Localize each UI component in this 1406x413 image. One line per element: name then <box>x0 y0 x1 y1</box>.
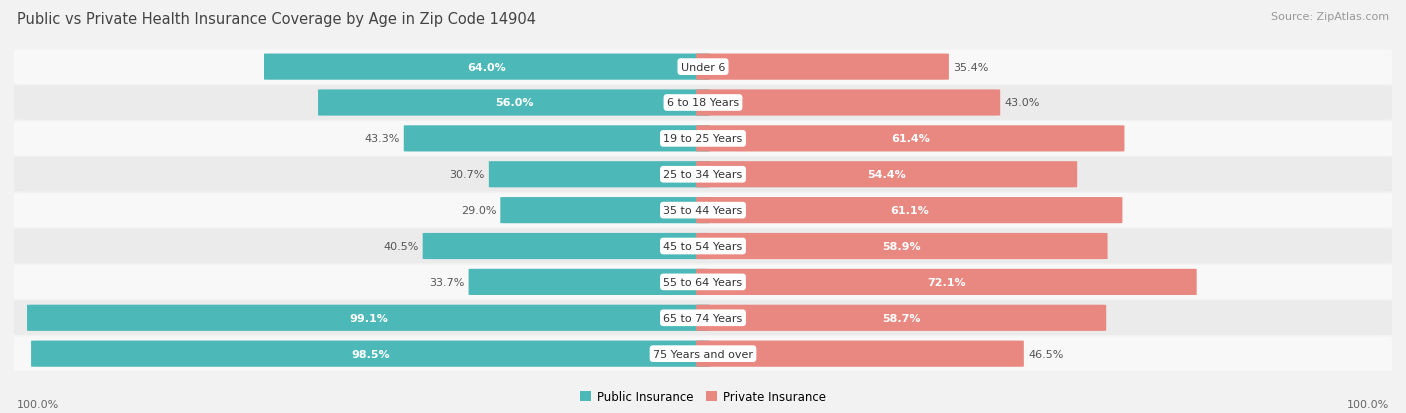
Text: 61.4%: 61.4% <box>891 134 929 144</box>
FancyBboxPatch shape <box>318 90 710 116</box>
Text: 61.1%: 61.1% <box>890 206 928 216</box>
Text: 46.5%: 46.5% <box>1028 349 1063 359</box>
Text: 30.7%: 30.7% <box>450 170 485 180</box>
FancyBboxPatch shape <box>501 197 710 224</box>
Text: 72.1%: 72.1% <box>927 277 966 287</box>
Text: 43.3%: 43.3% <box>364 134 399 144</box>
Text: 100.0%: 100.0% <box>1347 399 1389 409</box>
Text: 40.5%: 40.5% <box>384 242 419 252</box>
Text: Public vs Private Health Insurance Coverage by Age in Zip Code 14904: Public vs Private Health Insurance Cover… <box>17 12 536 27</box>
FancyBboxPatch shape <box>31 341 710 367</box>
FancyBboxPatch shape <box>404 126 710 152</box>
FancyBboxPatch shape <box>27 305 710 331</box>
FancyBboxPatch shape <box>14 122 1392 156</box>
FancyBboxPatch shape <box>696 90 1000 116</box>
FancyBboxPatch shape <box>696 341 1024 367</box>
Text: Source: ZipAtlas.com: Source: ZipAtlas.com <box>1271 12 1389 22</box>
Text: 6 to 18 Years: 6 to 18 Years <box>666 98 740 108</box>
Text: 58.9%: 58.9% <box>883 242 921 252</box>
FancyBboxPatch shape <box>14 337 1392 371</box>
Text: 100.0%: 100.0% <box>17 399 59 409</box>
FancyBboxPatch shape <box>696 55 949 81</box>
Text: 29.0%: 29.0% <box>461 206 496 216</box>
Text: 19 to 25 Years: 19 to 25 Years <box>664 134 742 144</box>
FancyBboxPatch shape <box>696 305 1107 331</box>
Text: Under 6: Under 6 <box>681 62 725 72</box>
FancyBboxPatch shape <box>14 158 1392 192</box>
Text: 35 to 44 Years: 35 to 44 Years <box>664 206 742 216</box>
FancyBboxPatch shape <box>14 86 1392 121</box>
FancyBboxPatch shape <box>14 229 1392 263</box>
FancyBboxPatch shape <box>423 233 710 259</box>
FancyBboxPatch shape <box>696 269 1197 295</box>
FancyBboxPatch shape <box>696 126 1125 152</box>
Text: 64.0%: 64.0% <box>468 62 506 72</box>
Text: 56.0%: 56.0% <box>495 98 533 108</box>
Text: 58.7%: 58.7% <box>882 313 921 323</box>
FancyBboxPatch shape <box>696 162 1077 188</box>
Text: 75 Years and over: 75 Years and over <box>652 349 754 359</box>
Text: 45 to 54 Years: 45 to 54 Years <box>664 242 742 252</box>
FancyBboxPatch shape <box>696 233 1108 259</box>
FancyBboxPatch shape <box>468 269 710 295</box>
Text: 65 to 74 Years: 65 to 74 Years <box>664 313 742 323</box>
Text: 33.7%: 33.7% <box>429 277 464 287</box>
FancyBboxPatch shape <box>696 197 1122 224</box>
Legend: Public Insurance, Private Insurance: Public Insurance, Private Insurance <box>575 385 831 408</box>
FancyBboxPatch shape <box>14 50 1392 85</box>
Text: 55 to 64 Years: 55 to 64 Years <box>664 277 742 287</box>
FancyBboxPatch shape <box>14 193 1392 228</box>
Text: 43.0%: 43.0% <box>1004 98 1039 108</box>
FancyBboxPatch shape <box>264 55 710 81</box>
Text: 25 to 34 Years: 25 to 34 Years <box>664 170 742 180</box>
Text: 99.1%: 99.1% <box>349 313 388 323</box>
Text: 54.4%: 54.4% <box>868 170 905 180</box>
Text: 98.5%: 98.5% <box>352 349 389 359</box>
FancyBboxPatch shape <box>489 162 710 188</box>
FancyBboxPatch shape <box>14 301 1392 335</box>
Text: 35.4%: 35.4% <box>953 62 988 72</box>
FancyBboxPatch shape <box>14 265 1392 299</box>
